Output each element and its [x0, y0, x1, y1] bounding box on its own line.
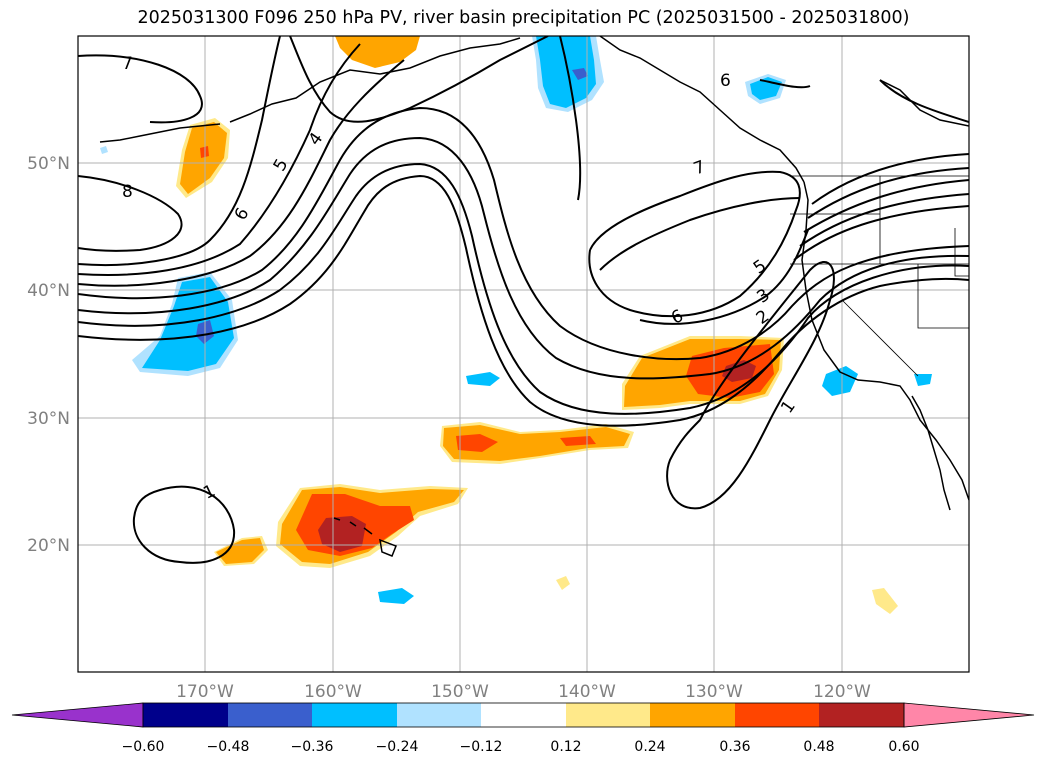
precip-positive-dot1 [556, 576, 570, 590]
hawaii-islands [333, 517, 397, 557]
pv-contour-1-loop [666, 260, 835, 510]
pv-contour-8 [78, 175, 183, 252]
precip-positive-band-core1 [456, 434, 498, 452]
colorbar-tick-6: 0.24 [634, 739, 665, 755]
colorbar-tick-1: −0.48 [207, 739, 250, 755]
pv-contour-ne-top [879, 79, 969, 123]
colorbar-seg-neg048 [143, 703, 228, 727]
contour-label-6-top: 6 [720, 71, 731, 91]
colorbar-extend-high [903, 702, 1035, 728]
longitude-labels: 170°W 160°W 150°W 140°W 130°W 120°W [176, 682, 871, 702]
precip-negative-mid [466, 372, 500, 386]
precip-positive-dot2 [872, 588, 898, 614]
graticule [78, 36, 969, 672]
map-frame [77, 35, 970, 673]
colorbar-seg-neg024 [312, 703, 397, 727]
lat-label-40: 40°N [27, 281, 70, 301]
precip-positive-alaska [335, 36, 420, 68]
precip-positive-east-core [722, 360, 756, 382]
colorbar-extend-low [11, 702, 144, 728]
lat-label-30: 30°N [27, 409, 70, 429]
precip-positive-band [443, 425, 630, 461]
pv-contour-4-right [799, 193, 969, 247]
pv-contour-7-right [588, 170, 801, 318]
lon-label-140w: 140°W [558, 682, 616, 702]
pv-contour-upper2 [559, 36, 582, 201]
colorbar-seg-pos012 [566, 703, 650, 727]
colorbar-seg-neutral [481, 703, 566, 727]
map-title: 2025031300 F096 250 hPa PV, river basin … [137, 8, 910, 28]
pv-contour-2-right [807, 167, 969, 219]
precip-negative-tiny [100, 146, 108, 154]
precip-negative-ca2 [914, 374, 932, 386]
na-interior-outline [879, 79, 969, 127]
pv-contour-6-left [78, 36, 281, 266]
pv-contour-5-right [793, 205, 969, 261]
colorbar-tick-5: 0.12 [550, 739, 581, 755]
pv-contour-1-right [811, 153, 969, 205]
alaska-panhandle-coast [599, 36, 805, 183]
na-west-coast [801, 181, 969, 501]
pv-contour-6-top [759, 79, 811, 89]
lon-label-170w: 170°W [176, 682, 234, 702]
colorbar-seg-neg012 [397, 703, 481, 727]
lon-label-150w: 150°W [431, 682, 489, 702]
alaska-coast [229, 37, 521, 123]
latitude-labels: 50°N 40°N 30°N 20°N [27, 154, 70, 556]
contour-label-7-left: 7 [122, 54, 133, 74]
precip-positive-aleutian [180, 122, 227, 194]
pv-contour-upper1 [289, 36, 549, 123]
pv-contour-7-left [78, 54, 203, 124]
colorbar-tick-2: −0.36 [291, 739, 334, 755]
lon-label-120w: 120°W [813, 682, 871, 702]
pv-contour-5-left [78, 43, 361, 276]
pv-contour-3 [78, 106, 969, 361]
colorbar-seg-pos024 [650, 703, 735, 727]
contour-label-8-left: 8 [122, 182, 133, 202]
colorbar-tick-4: −0.12 [460, 739, 503, 755]
pv-contour-4-left [78, 59, 405, 287]
lon-label-160w: 160°W [304, 682, 362, 702]
coastlines [99, 36, 969, 557]
colorbar-tick-9: 0.60 [888, 739, 919, 755]
aleutian-chain [99, 123, 221, 143]
precip-negative-west [142, 277, 234, 371]
precip-negative-gulf-core [572, 68, 588, 80]
colorbar-tick-3: −0.24 [376, 739, 419, 755]
colorbar-tick-8: 0.48 [803, 739, 834, 755]
colorbar-seg-neg036 [228, 703, 312, 727]
pv-contour-1-main [78, 174, 969, 427]
precip-negative-gulf [536, 36, 596, 108]
colorbar: −0.60 −0.48 −0.36 −0.24 −0.12 0.12 0.24 … [11, 702, 1035, 755]
colorbar-tick-0: −0.60 [122, 739, 165, 755]
colorbar-seg-pos048 [819, 703, 904, 727]
precip-negative-ca [822, 366, 858, 396]
lat-label-20: 20°N [27, 536, 70, 556]
pv-contour-1-south [132, 485, 236, 564]
pv-contours [78, 36, 969, 564]
pv-contour-3-right [803, 179, 969, 233]
precip-shading [100, 36, 932, 614]
lon-label-130w: 130°W [685, 682, 743, 702]
pv-contour-2 [78, 136, 969, 380]
colorbar-seg-pos036 [735, 703, 819, 727]
lat-label-50: 50°N [27, 154, 70, 174]
precip-negative-south [378, 588, 414, 604]
colorbar-tick-7: 0.36 [719, 739, 750, 755]
pv-contour-1 [78, 162, 969, 415]
pv-contour-6-right [599, 197, 809, 325]
baja-coast [911, 395, 951, 511]
